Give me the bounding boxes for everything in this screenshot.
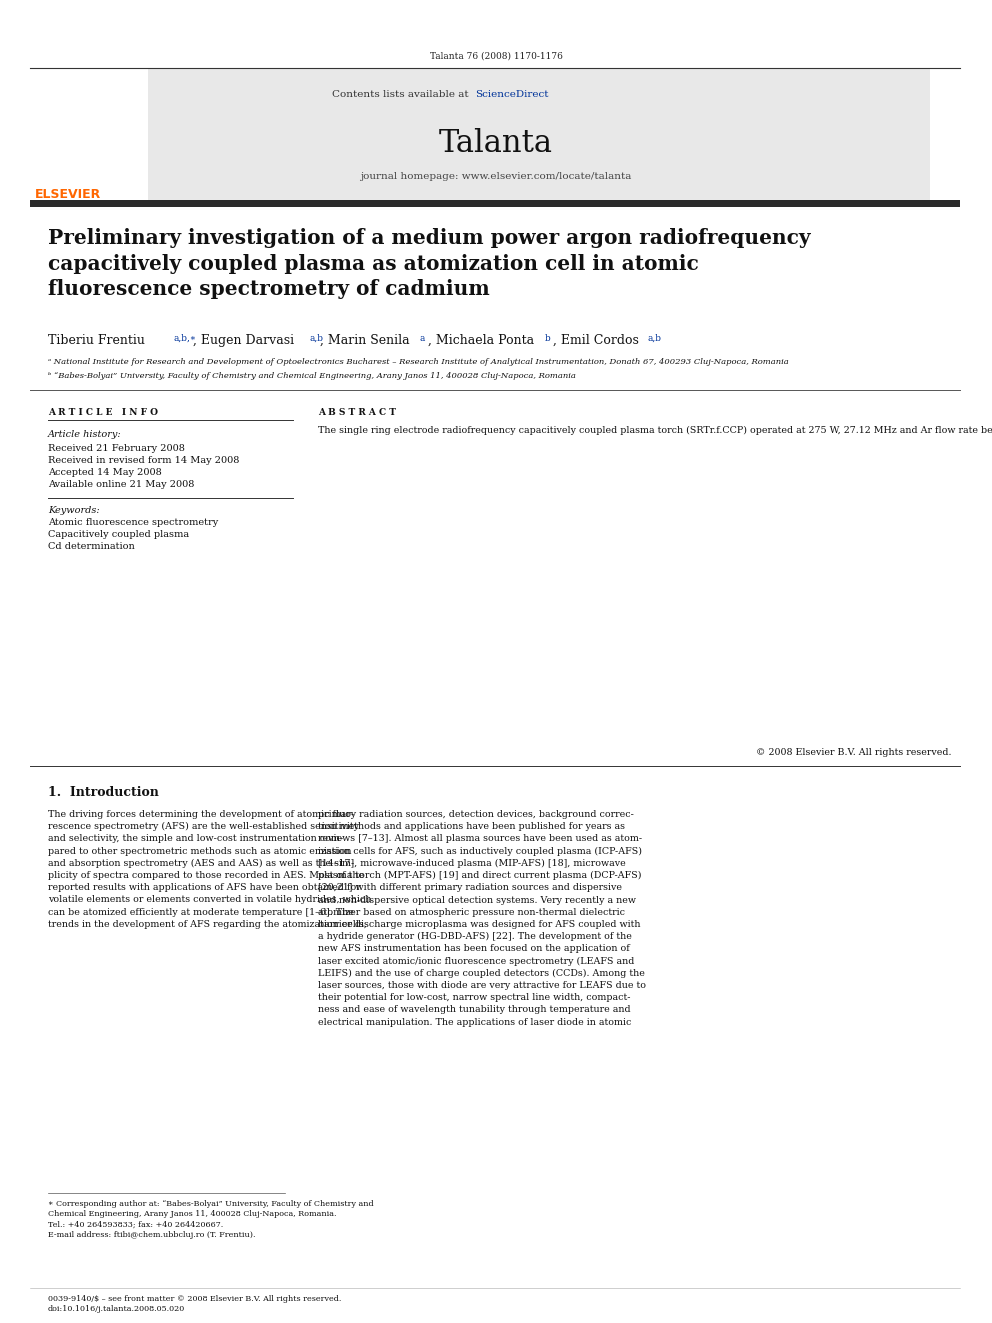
Text: Tiberiu Frentiu: Tiberiu Frentiu bbox=[48, 333, 145, 347]
Text: Talanta 76 (2008) 1170-1176: Talanta 76 (2008) 1170-1176 bbox=[430, 52, 562, 61]
Text: Received in revised form 14 May 2008: Received in revised form 14 May 2008 bbox=[48, 456, 239, 464]
Text: Atomic fluorescence spectrometry: Atomic fluorescence spectrometry bbox=[48, 519, 218, 527]
Text: Available online 21 May 2008: Available online 21 May 2008 bbox=[48, 480, 194, 490]
Text: The driving forces determining the development of atomic fluo-
rescence spectrom: The driving forces determining the devel… bbox=[48, 810, 371, 929]
Text: Accepted 14 May 2008: Accepted 14 May 2008 bbox=[48, 468, 162, 478]
Text: ᵃ National Institute for Research and Development of Optoelectronics Bucharest –: ᵃ National Institute for Research and De… bbox=[48, 359, 789, 366]
Text: , Eugen Darvasi: , Eugen Darvasi bbox=[193, 333, 294, 347]
Text: journal homepage: www.elsevier.com/locate/talanta: journal homepage: www.elsevier.com/locat… bbox=[360, 172, 632, 181]
Text: Talanta: Talanta bbox=[439, 128, 553, 159]
Text: a,b: a,b bbox=[648, 333, 662, 343]
Text: Contents lists available at: Contents lists available at bbox=[332, 90, 472, 99]
Text: A B S T R A C T: A B S T R A C T bbox=[318, 407, 396, 417]
Text: a: a bbox=[420, 333, 426, 343]
Text: Preliminary investigation of a medium power argon radiofrequency
capacitively co: Preliminary investigation of a medium po… bbox=[48, 228, 810, 299]
Text: , Emil Cordos: , Emil Cordos bbox=[553, 333, 639, 347]
Text: ELSEVIER: ELSEVIER bbox=[35, 188, 101, 201]
Text: b: b bbox=[545, 333, 551, 343]
Text: , Michaela Ponta: , Michaela Ponta bbox=[428, 333, 534, 347]
Text: 0039-9140/$ – see front matter © 2008 Elsevier B.V. All rights reserved.
doi:10.: 0039-9140/$ – see front matter © 2008 El… bbox=[48, 1295, 341, 1314]
Text: ∗ Corresponding author at: “Babes-Bolyai” University, Faculty of Chemistry and
C: ∗ Corresponding author at: “Babes-Bolyai… bbox=[48, 1200, 374, 1240]
Text: The single ring electrode radiofrequency capacitively coupled plasma torch (SRTr: The single ring electrode radiofrequency… bbox=[318, 426, 992, 435]
Text: Capacitively coupled plasma: Capacitively coupled plasma bbox=[48, 531, 189, 538]
FancyBboxPatch shape bbox=[30, 67, 930, 200]
Text: primary radiation sources, detection devices, background correc-
tion methods an: primary radiation sources, detection dev… bbox=[318, 810, 646, 1027]
Text: ScienceDirect: ScienceDirect bbox=[475, 90, 549, 99]
Text: 1.  Introduction: 1. Introduction bbox=[48, 786, 159, 799]
Text: Keywords:: Keywords: bbox=[48, 505, 99, 515]
Text: © 2008 Elsevier B.V. All rights reserved.: © 2008 Elsevier B.V. All rights reserved… bbox=[757, 747, 952, 757]
Text: a,b: a,b bbox=[309, 333, 323, 343]
Text: Cd determination: Cd determination bbox=[48, 542, 135, 550]
Text: Article history:: Article history: bbox=[48, 430, 122, 439]
Text: , Marin Senila: , Marin Senila bbox=[320, 333, 410, 347]
FancyBboxPatch shape bbox=[30, 200, 960, 206]
Text: a,b,∗: a,b,∗ bbox=[174, 333, 197, 343]
Text: Received 21 February 2008: Received 21 February 2008 bbox=[48, 445, 185, 452]
Text: ᵇ “Babes-Bolyai” University, Faculty of Chemistry and Chemical Engineering, Aran: ᵇ “Babes-Bolyai” University, Faculty of … bbox=[48, 372, 576, 380]
FancyBboxPatch shape bbox=[30, 67, 148, 200]
Text: A R T I C L E   I N F O: A R T I C L E I N F O bbox=[48, 407, 158, 417]
